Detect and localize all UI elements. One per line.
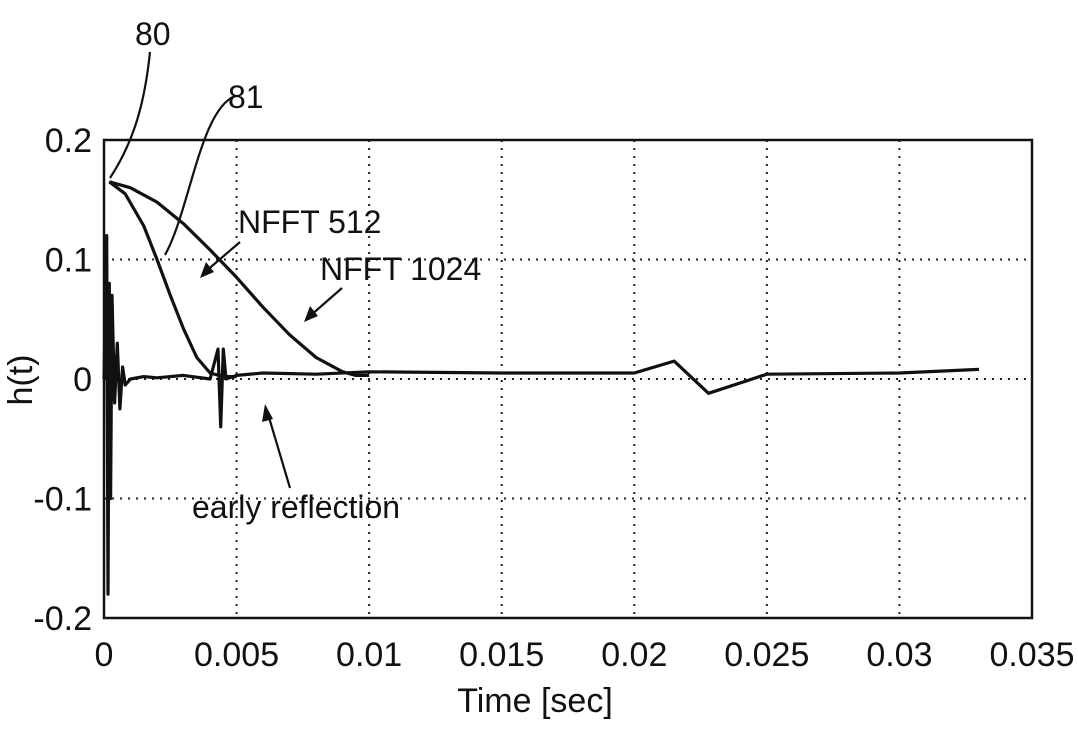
- arrowhead-early-reflection: [262, 404, 273, 422]
- arrow-early-reflection: [266, 413, 292, 489]
- annotation-80: 80: [135, 16, 171, 52]
- x-tick-label: 0.02: [601, 636, 667, 674]
- leader-81: [164, 94, 236, 256]
- data-series: [102, 180, 980, 596]
- leader-80: [109, 51, 152, 179]
- x-tick-label: 0.035: [989, 636, 1074, 674]
- x-tick-label: 0.03: [866, 636, 932, 674]
- series-early-reflection: [102, 234, 980, 596]
- y-tick-label: 0.2: [45, 122, 92, 160]
- y-tick-label: -0.2: [33, 600, 92, 638]
- x-tick-label: 0.005: [194, 636, 279, 674]
- x-axis-label: Time [sec]: [457, 682, 613, 720]
- y-tick-label: -0.1: [33, 481, 92, 519]
- grid-lines: [104, 140, 1032, 618]
- x-tick-label: 0.015: [459, 636, 544, 674]
- x-tick-label: 0.025: [724, 636, 809, 674]
- label-early-reflection: early reflection: [192, 489, 400, 525]
- x-tick-label: 0.01: [336, 636, 402, 674]
- series-nfft-512: [108, 180, 237, 379]
- arrow-nfft-512: [204, 241, 241, 273]
- y-tick-labels: 0.2 0.1 0 -0.1 -0.2: [33, 122, 92, 638]
- x-tick-label: 0: [95, 636, 114, 674]
- y-tick-label: 0.1: [45, 242, 92, 280]
- y-tick-label: 0: [73, 361, 92, 399]
- label-nfft-1024: NFFT 1024: [320, 251, 481, 287]
- arrowhead-nfft-512: [200, 262, 214, 278]
- label-nfft-512: NFFT 512: [238, 204, 381, 240]
- arrowhead-nfft-1024: [304, 306, 318, 322]
- arrow-nfft-1024: [309, 287, 343, 317]
- y-axis-label: h(t): [2, 355, 40, 406]
- x-tick-labels: 0 0.005 0.01 0.015 0.02 0.025 0.03 0.035: [95, 636, 1075, 674]
